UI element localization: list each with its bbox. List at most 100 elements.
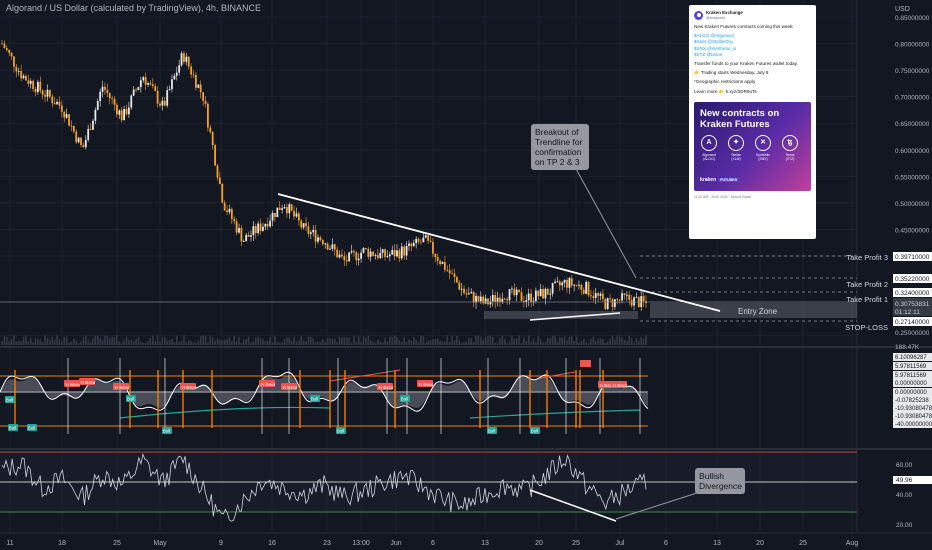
candle-body xyxy=(403,246,406,256)
volume-bar xyxy=(274,336,276,345)
osc-bear-divergence-line xyxy=(329,369,401,382)
volume-bar xyxy=(391,337,394,345)
candle-body xyxy=(15,66,18,72)
price-tick-label: 0.55000000 xyxy=(895,174,930,181)
descending-trendline[interactable] xyxy=(277,193,721,312)
volume-bar xyxy=(226,338,228,345)
volume-bar xyxy=(532,338,535,345)
candle-body xyxy=(434,253,437,258)
candle-body xyxy=(420,241,422,243)
volume-bar xyxy=(307,336,310,345)
rsi-divergence-line[interactable] xyxy=(529,489,617,522)
candle-body xyxy=(511,288,513,290)
candle-body xyxy=(116,104,118,115)
volume-bar xyxy=(494,342,496,345)
volume-bar xyxy=(22,336,25,345)
candle-body xyxy=(214,145,216,166)
tweet-promo-image[interactable]: New contracts on Kraken Futures A Algoran… xyxy=(694,101,811,191)
candle-body xyxy=(27,80,30,84)
tweet-coin-xlm[interactable]: $XLM @StellarOrg xyxy=(694,39,733,45)
osc-bear-label: H Bear xyxy=(66,382,81,388)
volume-bar xyxy=(355,341,358,345)
volume-bar xyxy=(635,337,638,345)
volume-bar xyxy=(597,339,599,345)
tp3-value: 0.39710000 xyxy=(895,254,930,261)
candle-body xyxy=(534,290,537,302)
breakout-callout[interactable]: Breakout of Trendline for confirmation o… xyxy=(531,124,589,170)
candle-body xyxy=(326,243,329,250)
candle-body xyxy=(37,81,39,93)
volume-bar xyxy=(89,342,92,345)
candle-body xyxy=(537,290,540,297)
volume-bar xyxy=(56,335,58,345)
candle-body xyxy=(398,250,401,259)
divergence-callout[interactable]: Bullish Divergence xyxy=(695,468,745,494)
volume-bar xyxy=(420,335,422,345)
volume-bar xyxy=(606,341,609,345)
tp1-value: 0.32400000 xyxy=(895,290,930,297)
candle-body xyxy=(568,278,571,288)
price-axis[interactable]: 0.85000000 0.80000000 0.75000000 0.70000000… xyxy=(895,15,930,337)
osc-tick-label: 0.00000000 xyxy=(895,390,927,396)
candle-body xyxy=(467,293,470,295)
volume-bar xyxy=(415,339,417,345)
candle-body xyxy=(633,297,635,306)
symbol-header: Algorand / US Dollar (calculated by Trad… xyxy=(6,3,261,13)
volume-bar xyxy=(120,342,123,345)
volume-bar xyxy=(451,335,453,345)
candle-body xyxy=(635,297,638,299)
volume-bar xyxy=(566,340,568,345)
candle-body xyxy=(463,288,465,294)
rsi-axis[interactable]: 60.00 49.96 40.00 20.00 xyxy=(893,462,932,529)
volume-bar xyxy=(523,337,525,345)
volume-bar xyxy=(377,339,379,345)
rsi-tick-label: 40.00 xyxy=(896,492,913,499)
osc-bull-label-bg xyxy=(162,427,172,434)
candle-body xyxy=(441,262,444,265)
support-trendline[interactable] xyxy=(529,312,621,321)
oscillator-axis[interactable]: 6.10096287 5.97811569 5.97811569 0.00000000… xyxy=(893,353,932,428)
volume-bar xyxy=(575,336,578,345)
candle-body xyxy=(254,226,257,233)
time-tick-label: 13:00 xyxy=(352,540,370,547)
osc-tick-badge xyxy=(893,420,932,428)
tweet-coin-snx[interactable]: $SNX @synthetix_io xyxy=(694,45,737,51)
volume-bar xyxy=(262,339,264,345)
osc-bear-label-bg xyxy=(281,383,297,390)
volume-bar xyxy=(623,339,626,345)
volume-bars xyxy=(1,335,647,345)
promo-coin-name: Synthetix xyxy=(756,152,770,157)
candle-body xyxy=(161,100,164,106)
tweet-coin-algo[interactable]: $ALGO @Algorand xyxy=(694,33,734,39)
candle-body xyxy=(46,89,49,97)
candle-body xyxy=(355,252,358,261)
time-tick-label: 6 xyxy=(664,540,668,547)
osc-bull-label: Bull xyxy=(311,397,318,402)
volume-bar xyxy=(369,340,372,345)
candle-body xyxy=(472,292,475,303)
volume-bar xyxy=(614,340,616,345)
volume-bar xyxy=(298,340,300,345)
volume-bar xyxy=(73,339,75,345)
tweet-text-line5[interactable]: Learn more 👉 k.xyz/3OR9uTs xyxy=(694,88,757,94)
tweet-coin-xtz[interactable]: $XTZ @tezos xyxy=(694,51,723,57)
volume-bar xyxy=(214,340,216,345)
candle-body xyxy=(300,220,303,228)
volume-bar xyxy=(245,339,247,345)
candle-body xyxy=(104,86,106,90)
candle-body xyxy=(168,89,171,91)
volume-bar xyxy=(501,335,504,345)
current-price-badge xyxy=(893,298,932,316)
volume-bar xyxy=(372,341,374,345)
time-axis[interactable]: 11 18 25 May 9 16 23 13:00 Jun 6 13 20 25 Jul 6 13 20 25 A… xyxy=(6,540,858,547)
osc-bull-label: Bull xyxy=(28,426,35,431)
osc-tick-badge xyxy=(893,362,932,370)
candle-body xyxy=(221,183,224,203)
candle-body xyxy=(72,125,75,132)
candle-body xyxy=(240,228,243,242)
candle-body xyxy=(527,293,530,301)
embedded-tweet[interactable]: Kraken Exchange @krakenfx New Kraken Fut… xyxy=(689,5,816,239)
candle-body xyxy=(135,89,137,91)
rsi-tick-label: 49.96 xyxy=(896,477,913,484)
candle-body xyxy=(271,212,274,221)
